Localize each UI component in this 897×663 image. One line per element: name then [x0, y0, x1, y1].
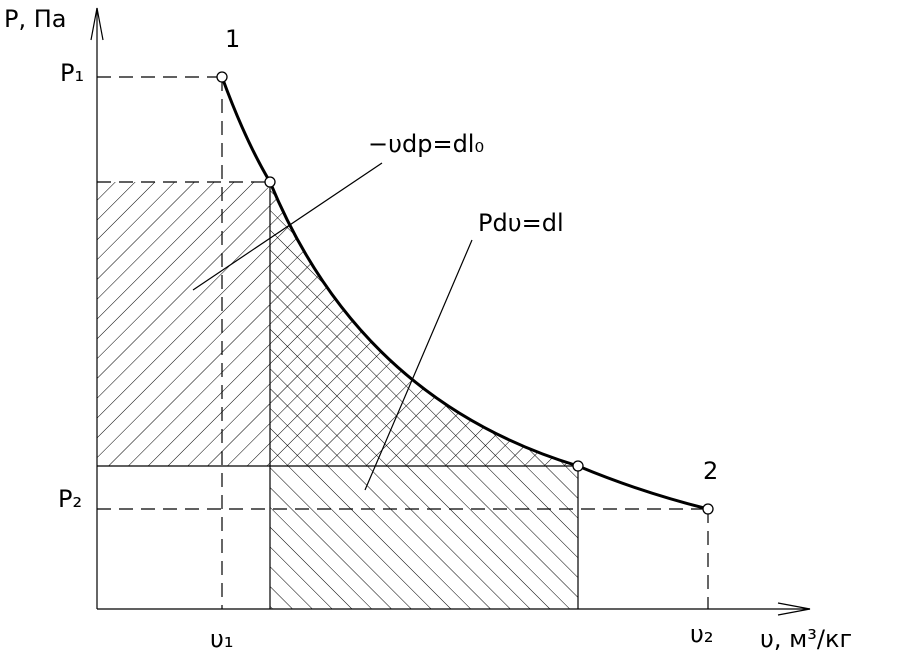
- leader-line: [192, 162, 383, 291]
- y-tick-label: P₁: [60, 59, 84, 87]
- annotation: Pdυ=dl: [478, 209, 564, 237]
- y-axis-arrow: [90, 7, 104, 41]
- y-tick-label: P₂: [58, 485, 82, 513]
- x-axis-arrow: [777, 602, 811, 616]
- state-points: [216, 71, 714, 515]
- state-point: [702, 503, 714, 515]
- process-curve: [220, 76, 709, 511]
- y-axis-label: P, Па: [4, 5, 66, 33]
- x-tick-label: υ₁: [210, 625, 234, 653]
- point-label: 2: [703, 457, 718, 485]
- hatch-work: [270, 182, 578, 609]
- annotation: −υdp=dl₀: [368, 130, 484, 158]
- x-tick-label: υ₂: [690, 620, 714, 648]
- state-point: [216, 71, 228, 83]
- state-point: [572, 460, 584, 472]
- point-label: 1: [225, 25, 240, 53]
- x-axis-label: υ, м³/кг: [760, 625, 852, 653]
- state-point: [264, 176, 276, 188]
- leader-line: [364, 239, 473, 491]
